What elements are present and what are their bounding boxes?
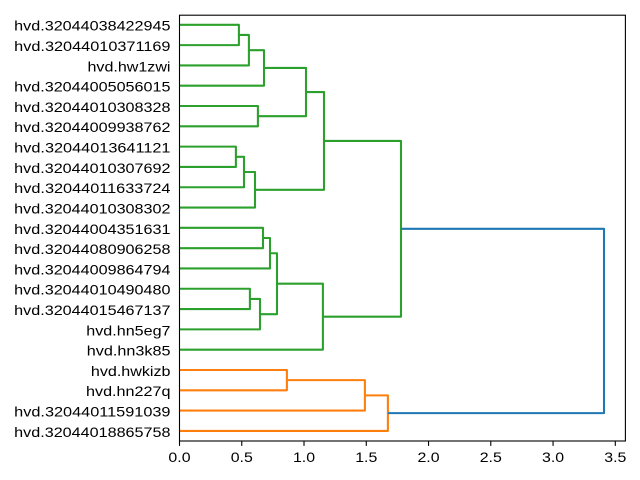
svg-text:hvd.32044010308302: hvd.32044010308302 bbox=[14, 200, 171, 216]
svg-text:1.0: 1.0 bbox=[293, 449, 315, 465]
svg-text:2.5: 2.5 bbox=[480, 449, 502, 465]
svg-text:hvd.32044018865758: hvd.32044018865758 bbox=[14, 424, 171, 440]
svg-text:hvd.32044010371169: hvd.32044010371169 bbox=[14, 38, 171, 54]
svg-text:hvd.hn5eg7: hvd.hn5eg7 bbox=[86, 322, 171, 338]
svg-text:3.5: 3.5 bbox=[604, 449, 626, 465]
svg-text:hvd.32044013641121: hvd.32044013641121 bbox=[14, 140, 171, 156]
svg-text:hvd.32044009864794: hvd.32044009864794 bbox=[14, 261, 171, 277]
svg-text:hvd.hw1zwi: hvd.hw1zwi bbox=[88, 58, 171, 74]
svg-text:hvd.32044038422945: hvd.32044038422945 bbox=[14, 18, 171, 34]
svg-text:hvd.32044011591039: hvd.32044011591039 bbox=[14, 404, 171, 420]
svg-text:hvd.hn3k85: hvd.hn3k85 bbox=[87, 343, 171, 359]
svg-text:hvd.32044011633724: hvd.32044011633724 bbox=[14, 180, 171, 196]
svg-text:hvd.32044010307692: hvd.32044010307692 bbox=[14, 160, 171, 176]
svg-text:hvd.32044010308328: hvd.32044010308328 bbox=[14, 99, 171, 115]
svg-text:hvd.32044004351631: hvd.32044004351631 bbox=[14, 221, 171, 237]
svg-text:0.5: 0.5 bbox=[231, 449, 253, 465]
svg-text:hvd.32044010490480: hvd.32044010490480 bbox=[14, 282, 171, 298]
svg-text:hvd.32044005056015: hvd.32044005056015 bbox=[14, 79, 171, 95]
svg-text:hvd.32044009938762: hvd.32044009938762 bbox=[14, 119, 171, 135]
svg-text:hvd.32044080906258: hvd.32044080906258 bbox=[14, 241, 171, 257]
svg-text:1.5: 1.5 bbox=[355, 449, 377, 465]
svg-text:hvd.hn227q: hvd.hn227q bbox=[86, 383, 171, 399]
svg-text:hvd.32044015467137: hvd.32044015467137 bbox=[14, 302, 171, 318]
svg-text:2.0: 2.0 bbox=[417, 449, 439, 465]
svg-text:3.0: 3.0 bbox=[542, 449, 564, 465]
svg-text:0.0: 0.0 bbox=[168, 449, 190, 465]
svg-text:hvd.hwkizb: hvd.hwkizb bbox=[91, 363, 171, 379]
